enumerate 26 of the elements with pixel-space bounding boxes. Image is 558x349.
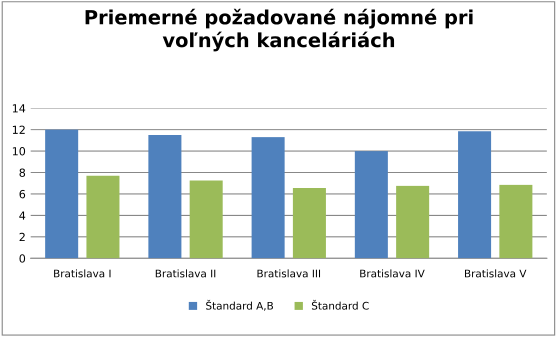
y-tick-label: 6 <box>20 190 26 198</box>
bar <box>396 186 430 258</box>
legend-label: Štandard C <box>312 300 369 310</box>
y-tick-label: 0 <box>19 254 26 263</box>
y-tick-label: 10 <box>12 147 26 156</box>
bar <box>252 137 285 258</box>
bar <box>292 188 326 258</box>
bar <box>86 176 120 258</box>
x-tick-label: Bratislava II <box>156 269 216 278</box>
bar <box>354 151 388 258</box>
bar <box>45 130 78 258</box>
y-tick-label: 12 <box>12 126 25 134</box>
x-tick-label: Bratislava III <box>258 269 320 278</box>
x-tick-label: Bratislava I <box>54 269 110 278</box>
y-tick-label: 2 <box>20 232 25 242</box>
y-tick-label: 8 <box>20 168 26 177</box>
bar <box>499 184 532 258</box>
bar <box>148 134 182 258</box>
y-tick-label: 14 <box>12 104 26 112</box>
chart-title: Priemerné požadované nájomné pri voľných kanceláriách <box>86 8 473 52</box>
bar <box>458 131 492 258</box>
x-tick-label: Bratislava IV <box>360 269 425 278</box>
y-tick-label: 4 <box>19 212 26 220</box>
legend-label: Štandard A,B <box>206 300 273 311</box>
bar <box>190 180 223 258</box>
x-tick-label: Bratislava V <box>465 269 526 278</box>
